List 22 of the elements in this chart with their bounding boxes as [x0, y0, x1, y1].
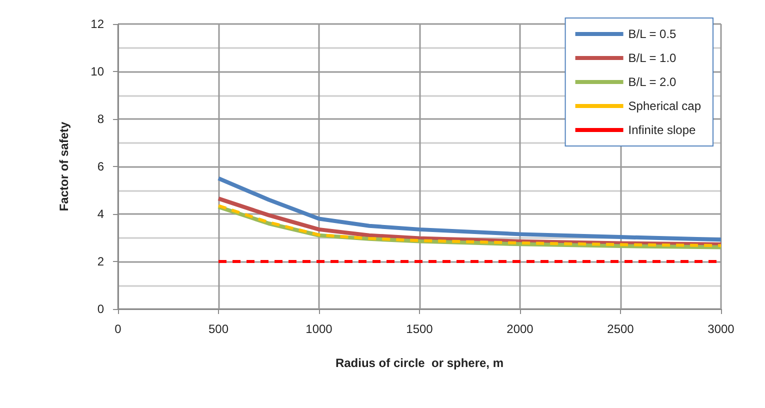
legend-label: B/L = 2.0	[628, 75, 677, 89]
y-tick-label: 12	[90, 17, 104, 31]
x-tick-label: 0	[114, 322, 122, 336]
y-tick-label: 0	[97, 302, 104, 316]
legend-label: B/L = 0.5	[628, 27, 677, 41]
x-axis-title: Radius of circle or sphere, m	[335, 356, 504, 370]
x-tick-label: 2000	[506, 322, 534, 336]
legend-label: Spherical cap	[628, 99, 702, 113]
x-tick-label: 1500	[406, 322, 434, 336]
y-tick-label: 2	[97, 254, 104, 268]
y-axis-title: Factor of safety	[57, 122, 71, 212]
x-tick-label: 500	[208, 322, 229, 336]
x-tick-label: 1000	[306, 322, 333, 336]
legend-label: Infinite slope	[628, 123, 696, 137]
y-tick-label: 8	[97, 112, 104, 126]
x-tick-label: 3000	[708, 322, 735, 336]
y-tick-label: 6	[97, 160, 104, 174]
y-tick-label: 10	[90, 64, 104, 78]
legend-label: B/L = 1.0	[628, 51, 677, 65]
y-tick-label: 4	[97, 207, 104, 221]
x-tick-label: 2500	[607, 322, 634, 336]
line-series	[216, 176, 723, 242]
